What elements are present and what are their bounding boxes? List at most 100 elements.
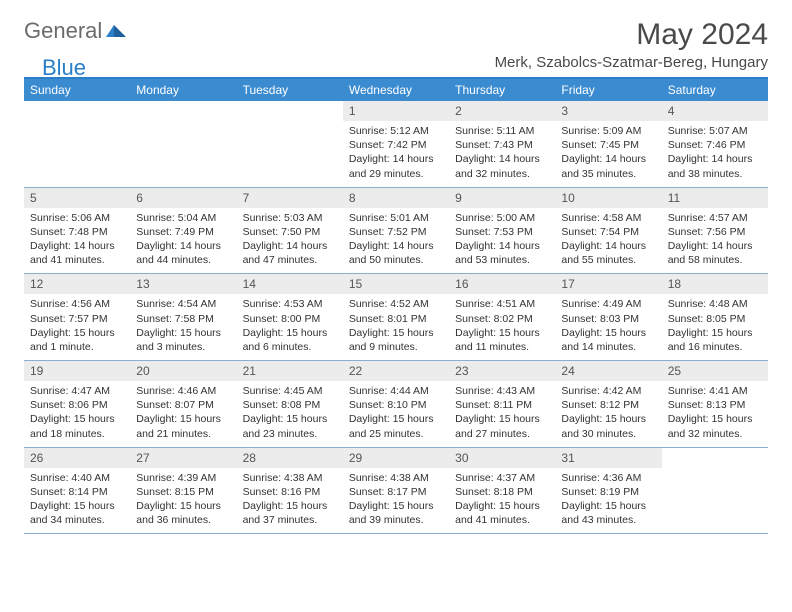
daylight-line: Daylight: 15 hours and 39 minutes.: [349, 499, 443, 527]
sunset-line: Sunset: 8:18 PM: [455, 485, 549, 499]
sunrise-line: Sunrise: 5:12 AM: [349, 124, 443, 138]
day-header-cell: Thursday: [449, 79, 555, 101]
day-info: Sunrise: 5:00 AMSunset: 7:53 PMDaylight:…: [449, 208, 555, 274]
day-info: Sunrise: 4:38 AMSunset: 8:16 PMDaylight:…: [237, 468, 343, 534]
day-info: Sunrise: 4:38 AMSunset: 8:17 PMDaylight:…: [343, 468, 449, 534]
sunrise-line: Sunrise: 5:01 AM: [349, 211, 443, 225]
day-number: 21: [237, 361, 343, 381]
day-cell: 27Sunrise: 4:39 AMSunset: 8:15 PMDayligh…: [130, 448, 236, 534]
sunset-line: Sunset: 8:03 PM: [561, 312, 655, 326]
day-cell: 28Sunrise: 4:38 AMSunset: 8:16 PMDayligh…: [237, 448, 343, 534]
day-number: 29: [343, 448, 449, 468]
day-cell: 12Sunrise: 4:56 AMSunset: 7:57 PMDayligh…: [24, 274, 130, 360]
day-cell: 22Sunrise: 4:44 AMSunset: 8:10 PMDayligh…: [343, 361, 449, 447]
sunrise-line: Sunrise: 4:46 AM: [136, 384, 230, 398]
day-number: 4: [662, 101, 768, 121]
sunrise-line: Sunrise: 4:49 AM: [561, 297, 655, 311]
day-info: Sunrise: 4:45 AMSunset: 8:08 PMDaylight:…: [237, 381, 343, 447]
logo-text-blue: Blue: [42, 55, 86, 81]
day-info: Sunrise: 4:52 AMSunset: 8:01 PMDaylight:…: [343, 294, 449, 360]
sunset-line: Sunset: 8:01 PM: [349, 312, 443, 326]
sunset-line: Sunset: 7:58 PM: [136, 312, 230, 326]
day-header-cell: Monday: [130, 79, 236, 101]
day-cell: 16Sunrise: 4:51 AMSunset: 8:02 PMDayligh…: [449, 274, 555, 360]
day-number: 27: [130, 448, 236, 468]
sunrise-line: Sunrise: 4:45 AM: [243, 384, 337, 398]
sunset-line: Sunset: 8:15 PM: [136, 485, 230, 499]
day-number: 28: [237, 448, 343, 468]
sunrise-line: Sunrise: 4:52 AM: [349, 297, 443, 311]
sunset-line: Sunset: 8:19 PM: [561, 485, 655, 499]
day-number: [237, 101, 343, 107]
day-info: Sunrise: 4:36 AMSunset: 8:19 PMDaylight:…: [555, 468, 661, 534]
sunset-line: Sunset: 8:02 PM: [455, 312, 549, 326]
daylight-line: Daylight: 15 hours and 27 minutes.: [455, 412, 549, 440]
day-number: 15: [343, 274, 449, 294]
sunrise-line: Sunrise: 5:09 AM: [561, 124, 655, 138]
sunset-line: Sunset: 7:42 PM: [349, 138, 443, 152]
week-row: 1Sunrise: 5:12 AMSunset: 7:42 PMDaylight…: [24, 101, 768, 188]
sunset-line: Sunset: 7:52 PM: [349, 225, 443, 239]
day-number: 11: [662, 188, 768, 208]
day-number: 25: [662, 361, 768, 381]
day-cell: 8Sunrise: 5:01 AMSunset: 7:52 PMDaylight…: [343, 188, 449, 274]
day-cell: 2Sunrise: 5:11 AMSunset: 7:43 PMDaylight…: [449, 101, 555, 187]
sunset-line: Sunset: 8:12 PM: [561, 398, 655, 412]
sunrise-line: Sunrise: 4:38 AM: [243, 471, 337, 485]
day-number: 14: [237, 274, 343, 294]
day-cell: 21Sunrise: 4:45 AMSunset: 8:08 PMDayligh…: [237, 361, 343, 447]
day-info: Sunrise: 4:53 AMSunset: 8:00 PMDaylight:…: [237, 294, 343, 360]
header: General May 2024 Merk, Szabolcs-Szatmar-…: [24, 18, 768, 71]
day-cell: 15Sunrise: 4:52 AMSunset: 8:01 PMDayligh…: [343, 274, 449, 360]
day-number: 26: [24, 448, 130, 468]
day-header-cell: Wednesday: [343, 79, 449, 101]
day-header-cell: Friday: [555, 79, 661, 101]
day-cell: 4Sunrise: 5:07 AMSunset: 7:46 PMDaylight…: [662, 101, 768, 187]
sunrise-line: Sunrise: 4:40 AM: [30, 471, 124, 485]
day-number: 10: [555, 188, 661, 208]
day-info: Sunrise: 5:12 AMSunset: 7:42 PMDaylight:…: [343, 121, 449, 187]
day-cell: 18Sunrise: 4:48 AMSunset: 8:05 PMDayligh…: [662, 274, 768, 360]
daylight-line: Daylight: 14 hours and 35 minutes.: [561, 152, 655, 180]
week-row: 26Sunrise: 4:40 AMSunset: 8:14 PMDayligh…: [24, 448, 768, 535]
day-info: Sunrise: 4:54 AMSunset: 7:58 PMDaylight:…: [130, 294, 236, 360]
day-header-cell: Sunday: [24, 79, 130, 101]
day-cell: 9Sunrise: 5:00 AMSunset: 7:53 PMDaylight…: [449, 188, 555, 274]
day-cell: [662, 448, 768, 534]
day-cell: 31Sunrise: 4:36 AMSunset: 8:19 PMDayligh…: [555, 448, 661, 534]
sunrise-line: Sunrise: 4:36 AM: [561, 471, 655, 485]
day-number: 18: [662, 274, 768, 294]
sunrise-line: Sunrise: 4:58 AM: [561, 211, 655, 225]
day-info: Sunrise: 4:37 AMSunset: 8:18 PMDaylight:…: [449, 468, 555, 534]
sunset-line: Sunset: 8:11 PM: [455, 398, 549, 412]
day-info: Sunrise: 4:44 AMSunset: 8:10 PMDaylight:…: [343, 381, 449, 447]
day-info: Sunrise: 5:09 AMSunset: 7:45 PMDaylight:…: [555, 121, 661, 187]
daylight-line: Daylight: 15 hours and 43 minutes.: [561, 499, 655, 527]
day-number: 12: [24, 274, 130, 294]
sunset-line: Sunset: 8:13 PM: [668, 398, 762, 412]
sunrise-line: Sunrise: 4:56 AM: [30, 297, 124, 311]
day-info: Sunrise: 5:03 AMSunset: 7:50 PMDaylight:…: [237, 208, 343, 274]
sunrise-line: Sunrise: 4:43 AM: [455, 384, 549, 398]
sunrise-line: Sunrise: 4:41 AM: [668, 384, 762, 398]
sunrise-line: Sunrise: 4:37 AM: [455, 471, 549, 485]
day-number: 2: [449, 101, 555, 121]
day-number: [662, 448, 768, 454]
day-info: Sunrise: 4:47 AMSunset: 8:06 PMDaylight:…: [24, 381, 130, 447]
daylight-line: Daylight: 15 hours and 9 minutes.: [349, 326, 443, 354]
daylight-line: Daylight: 15 hours and 25 minutes.: [349, 412, 443, 440]
day-number: 31: [555, 448, 661, 468]
day-cell: 5Sunrise: 5:06 AMSunset: 7:48 PMDaylight…: [24, 188, 130, 274]
daylight-line: Daylight: 15 hours and 14 minutes.: [561, 326, 655, 354]
day-cell: [237, 101, 343, 187]
day-info: Sunrise: 4:41 AMSunset: 8:13 PMDaylight:…: [662, 381, 768, 447]
sunset-line: Sunset: 7:54 PM: [561, 225, 655, 239]
day-cell: 26Sunrise: 4:40 AMSunset: 8:14 PMDayligh…: [24, 448, 130, 534]
day-info: Sunrise: 4:49 AMSunset: 8:03 PMDaylight:…: [555, 294, 661, 360]
week-row: 12Sunrise: 4:56 AMSunset: 7:57 PMDayligh…: [24, 274, 768, 361]
day-number: 5: [24, 188, 130, 208]
sunrise-line: Sunrise: 4:48 AM: [668, 297, 762, 311]
calendar: SundayMondayTuesdayWednesdayThursdayFrid…: [24, 77, 768, 534]
day-cell: 20Sunrise: 4:46 AMSunset: 8:07 PMDayligh…: [130, 361, 236, 447]
sunset-line: Sunset: 7:53 PM: [455, 225, 549, 239]
